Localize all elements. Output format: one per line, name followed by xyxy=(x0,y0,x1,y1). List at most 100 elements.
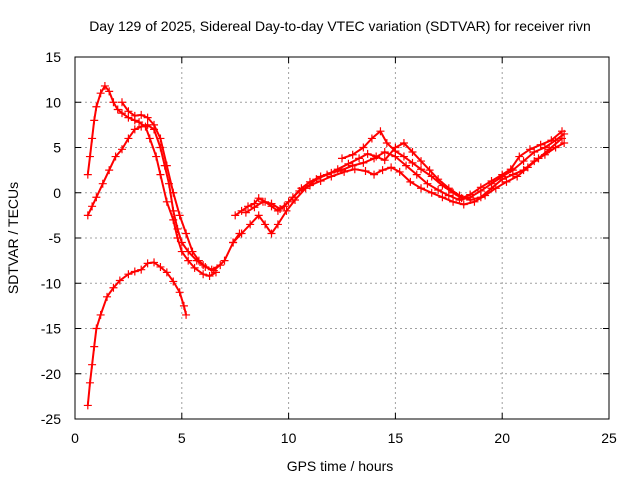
data-point xyxy=(88,202,97,211)
data-point xyxy=(402,161,411,170)
data-point xyxy=(113,105,122,114)
data-point xyxy=(124,270,133,279)
data-point xyxy=(109,98,118,107)
y-tick-label: 10 xyxy=(45,94,61,110)
data-point xyxy=(508,170,517,179)
data-point xyxy=(391,147,400,156)
data-point xyxy=(83,401,92,410)
data-point xyxy=(175,211,184,220)
series-arc-4 xyxy=(83,258,191,410)
data-point xyxy=(408,158,417,167)
data-point xyxy=(481,191,490,200)
data-point xyxy=(491,184,500,193)
data-point xyxy=(305,181,314,190)
data-point xyxy=(284,197,293,206)
data-point xyxy=(179,301,188,310)
data-point xyxy=(250,203,259,212)
data-point xyxy=(83,170,92,179)
data-point xyxy=(190,263,199,272)
data-point xyxy=(92,193,101,202)
data-point xyxy=(530,148,539,157)
data-point xyxy=(169,188,178,197)
x-tick-label: 5 xyxy=(178,430,186,446)
data-point xyxy=(295,186,304,195)
data-point xyxy=(560,138,569,147)
data-point xyxy=(85,152,94,161)
data-point xyxy=(152,152,161,161)
data-point xyxy=(156,262,165,271)
data-point xyxy=(162,197,171,206)
data-point xyxy=(258,197,267,206)
data-point xyxy=(470,197,479,206)
y-tick-label: -15 xyxy=(41,321,61,337)
data-point xyxy=(162,161,171,170)
data-point xyxy=(459,200,468,209)
series-arc-1 xyxy=(83,81,220,281)
data-point xyxy=(427,172,436,181)
data-point xyxy=(363,149,372,158)
x-tick-label: 0 xyxy=(71,430,79,446)
series-line xyxy=(341,130,563,200)
data-point xyxy=(173,224,182,233)
data-point xyxy=(188,247,197,256)
data-point xyxy=(205,272,214,281)
data-point xyxy=(184,256,193,265)
data-point xyxy=(254,194,263,203)
data-point xyxy=(130,111,139,120)
data-point xyxy=(209,266,218,275)
data-point xyxy=(117,145,126,154)
data-point xyxy=(558,127,567,136)
data-point xyxy=(130,267,139,276)
data-point xyxy=(425,166,434,175)
data-point xyxy=(177,238,186,247)
data-point xyxy=(169,206,178,215)
data-point xyxy=(423,179,432,188)
series-line xyxy=(86,85,217,277)
data-point xyxy=(408,148,417,157)
series-arc-6 xyxy=(229,138,569,247)
y-tick-label: -5 xyxy=(49,230,62,246)
series-line xyxy=(86,123,221,271)
data-point xyxy=(333,165,342,174)
data-point xyxy=(316,176,325,185)
data-point xyxy=(525,145,534,154)
data-point xyxy=(399,152,408,161)
data-point xyxy=(534,154,543,163)
data-point xyxy=(100,81,109,90)
data-point xyxy=(109,283,118,292)
data-point xyxy=(237,229,246,238)
chart-title: Day 129 of 2025, Sidereal Day-to-day VTE… xyxy=(89,18,591,34)
series-line xyxy=(245,137,563,214)
data-point xyxy=(370,170,379,179)
data-point xyxy=(399,138,408,147)
data-point xyxy=(540,143,549,152)
data-point xyxy=(105,87,114,96)
data-point xyxy=(282,206,291,215)
data-point xyxy=(359,143,368,152)
series-line xyxy=(234,133,565,217)
data-point xyxy=(124,107,133,116)
series-line xyxy=(86,261,188,406)
data-point xyxy=(434,186,443,195)
data-point xyxy=(88,360,97,369)
data-point xyxy=(395,167,404,176)
data-point xyxy=(466,190,475,199)
data-point xyxy=(246,220,255,229)
data-point xyxy=(124,134,133,143)
data-point xyxy=(254,211,263,220)
data-point xyxy=(135,118,144,127)
data-point xyxy=(506,165,515,174)
data-point xyxy=(457,194,466,203)
data-point xyxy=(117,98,126,107)
data-point xyxy=(355,154,364,163)
series-arc-2 xyxy=(83,120,225,274)
y-tick-label: -25 xyxy=(41,411,61,427)
data-point xyxy=(536,140,545,149)
data-point xyxy=(137,110,146,119)
data-point xyxy=(103,292,112,301)
data-point xyxy=(111,152,120,161)
x-axis-label: GPS time / hours xyxy=(287,458,394,474)
series-arc-8 xyxy=(338,127,567,203)
data-point xyxy=(98,179,107,188)
data-point xyxy=(143,259,152,268)
